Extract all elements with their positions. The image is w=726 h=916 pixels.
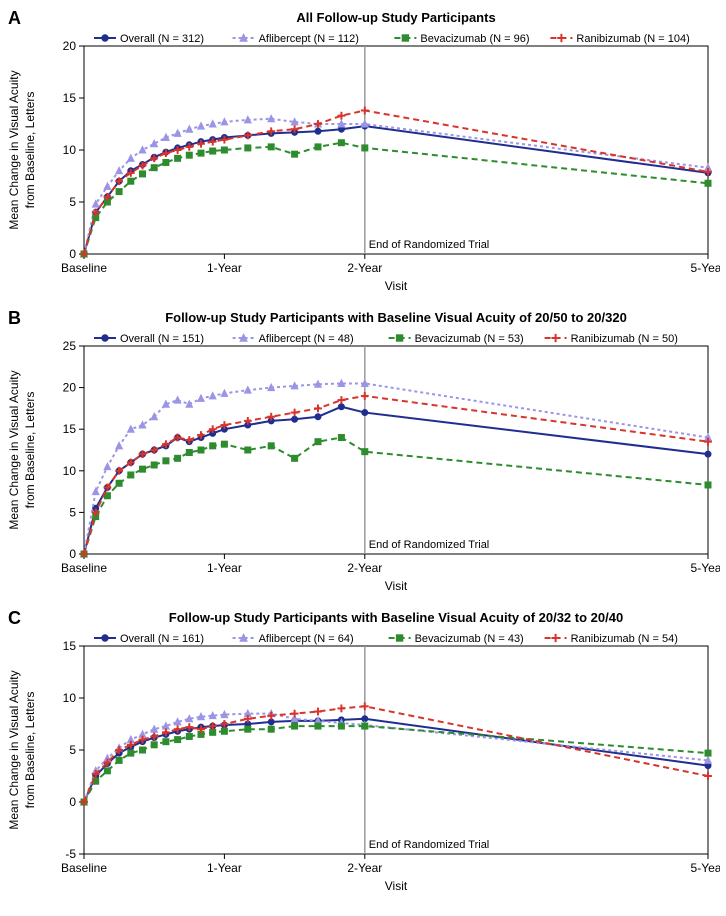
svg-text:5-Year: 5-Year (691, 861, 720, 875)
svg-text:Baseline: Baseline (61, 561, 107, 575)
svg-text:10: 10 (63, 691, 77, 705)
svg-text:1-Year: 1-Year (207, 261, 242, 275)
legend-item-ranibizumab: Ranibizumab (N = 54) (545, 633, 678, 645)
end-trial-note: End of Randomized Trial (369, 839, 489, 851)
svg-text:1-Year: 1-Year (207, 561, 242, 575)
svg-text:2-Year: 2-Year (347, 561, 382, 575)
svg-text:5-Year: 5-Year (691, 261, 720, 275)
y-axis-label: Mean Change in Visual Acuityfrom Baselin… (7, 670, 37, 829)
end-trial-note: End of Randomized Trial (369, 539, 489, 551)
svg-text:Ranibizumab (N = 54): Ranibizumab (N = 54) (571, 633, 678, 645)
panel-letter: A (8, 8, 21, 29)
svg-text:-5: -5 (65, 847, 76, 861)
panel-letter: C (8, 608, 21, 629)
svg-text:Bevacizumab (N = 53): Bevacizumab (N = 53) (415, 333, 524, 345)
svg-text:5: 5 (69, 195, 76, 209)
svg-text:from Baseline, Letters: from Baseline, Letters (23, 392, 37, 509)
svg-text:1-Year: 1-Year (207, 861, 242, 875)
svg-text:Bevacizumab (N = 96): Bevacizumab (N = 96) (420, 33, 529, 45)
svg-text:Overall (N = 312): Overall (N = 312) (120, 33, 204, 45)
svg-text:Mean Change in Visual Acuity: Mean Change in Visual Acuity (7, 370, 21, 529)
panel-C: C Follow-up Study Participants with Basel… (6, 608, 720, 898)
legend-item-aflibercept: Aflibercept (N = 64) (233, 633, 354, 645)
legend-item-ranibizumab: Ranibizumab (N = 104) (550, 33, 689, 45)
end-trial-note: End of Randomized Trial (369, 239, 489, 251)
svg-text:Aflibercept (N = 48): Aflibercept (N = 48) (259, 333, 354, 345)
x-axis-label: Visit (385, 279, 408, 293)
svg-text:Bevacizumab (N = 43): Bevacizumab (N = 43) (415, 633, 524, 645)
svg-text:5: 5 (69, 743, 76, 757)
svg-text:from Baseline, Letters: from Baseline, Letters (23, 692, 37, 809)
panel-title: Follow-up Study Participants with Baseli… (169, 610, 623, 625)
legend: Overall (N = 161) Aflibercept (N = 64) Bev… (94, 633, 678, 645)
svg-text:5: 5 (69, 505, 76, 519)
svg-text:0: 0 (69, 547, 76, 561)
svg-text:from Baseline, Letters: from Baseline, Letters (23, 92, 37, 209)
svg-text:20: 20 (63, 39, 77, 53)
svg-text:Baseline: Baseline (61, 861, 107, 875)
panel-title: All Follow-up Study Participants (296, 10, 495, 25)
legend-item-bevacizumab: Bevacizumab (N = 53) (389, 333, 524, 345)
svg-text:10: 10 (63, 464, 77, 478)
svg-text:Aflibercept (N = 112): Aflibercept (N = 112) (259, 33, 359, 45)
series-aflibercept (84, 383, 708, 554)
x-axis-label: Visit (385, 879, 408, 893)
legend-item-ranibizumab: Ranibizumab (N = 50) (545, 333, 678, 345)
svg-text:Mean Change in Visual Acuity: Mean Change in Visual Acuity (7, 70, 21, 229)
legend-item-overall: Overall (N = 312) (94, 33, 204, 45)
legend-item-aflibercept: Aflibercept (N = 48) (233, 333, 354, 345)
chart-A: All Follow-up Study Participants Overall … (6, 8, 720, 298)
svg-text:0: 0 (69, 795, 76, 809)
svg-text:2-Year: 2-Year (347, 861, 382, 875)
svg-text:10: 10 (63, 143, 77, 157)
svg-text:15: 15 (63, 639, 77, 653)
legend-item-bevacizumab: Bevacizumab (N = 96) (394, 33, 529, 45)
svg-text:25: 25 (63, 339, 77, 353)
svg-text:15: 15 (63, 91, 77, 105)
svg-text:20: 20 (63, 381, 77, 395)
legend-item-aflibercept: Aflibercept (N = 112) (233, 33, 359, 45)
series-ranibizumab (84, 396, 708, 554)
svg-text:Aflibercept (N = 64): Aflibercept (N = 64) (259, 633, 354, 645)
svg-text:Overall (N = 161): Overall (N = 161) (120, 633, 204, 645)
svg-text:Baseline: Baseline (61, 261, 107, 275)
svg-text:Ranibizumab (N = 50): Ranibizumab (N = 50) (571, 333, 678, 345)
chart-C: Follow-up Study Participants with Baseli… (6, 608, 720, 898)
legend-item-overall: Overall (N = 161) (94, 633, 204, 645)
panel-B: B Follow-up Study Participants with Basel… (6, 308, 720, 598)
panel-letter: B (8, 308, 21, 329)
y-axis-label: Mean Change in Visual Acuityfrom Baselin… (7, 70, 37, 229)
svg-text:5-Year: 5-Year (691, 561, 720, 575)
y-axis-label: Mean Change in Visual Acuityfrom Baselin… (7, 370, 37, 529)
svg-text:0: 0 (69, 247, 76, 261)
svg-text:Ranibizumab (N = 104): Ranibizumab (N = 104) (576, 33, 689, 45)
series-aflibercept (84, 119, 708, 254)
legend: Overall (N = 312) Aflibercept (N = 112) Be… (94, 33, 690, 45)
legend-item-bevacizumab: Bevacizumab (N = 43) (389, 633, 524, 645)
chart-B: Follow-up Study Participants with Baseli… (6, 308, 720, 598)
panel-A: A All Follow-up Study Participants Overall… (6, 8, 720, 298)
legend-item-overall: Overall (N = 151) (94, 333, 204, 345)
legend: Overall (N = 151) Aflibercept (N = 48) Bev… (94, 333, 678, 345)
x-axis-label: Visit (385, 579, 408, 593)
svg-text:2-Year: 2-Year (347, 261, 382, 275)
panel-title: Follow-up Study Participants with Baseli… (165, 310, 627, 325)
svg-text:Mean Change in Visual Acuity: Mean Change in Visual Acuity (7, 670, 21, 829)
svg-text:15: 15 (63, 422, 77, 436)
svg-text:Overall (N = 151): Overall (N = 151) (120, 333, 204, 345)
